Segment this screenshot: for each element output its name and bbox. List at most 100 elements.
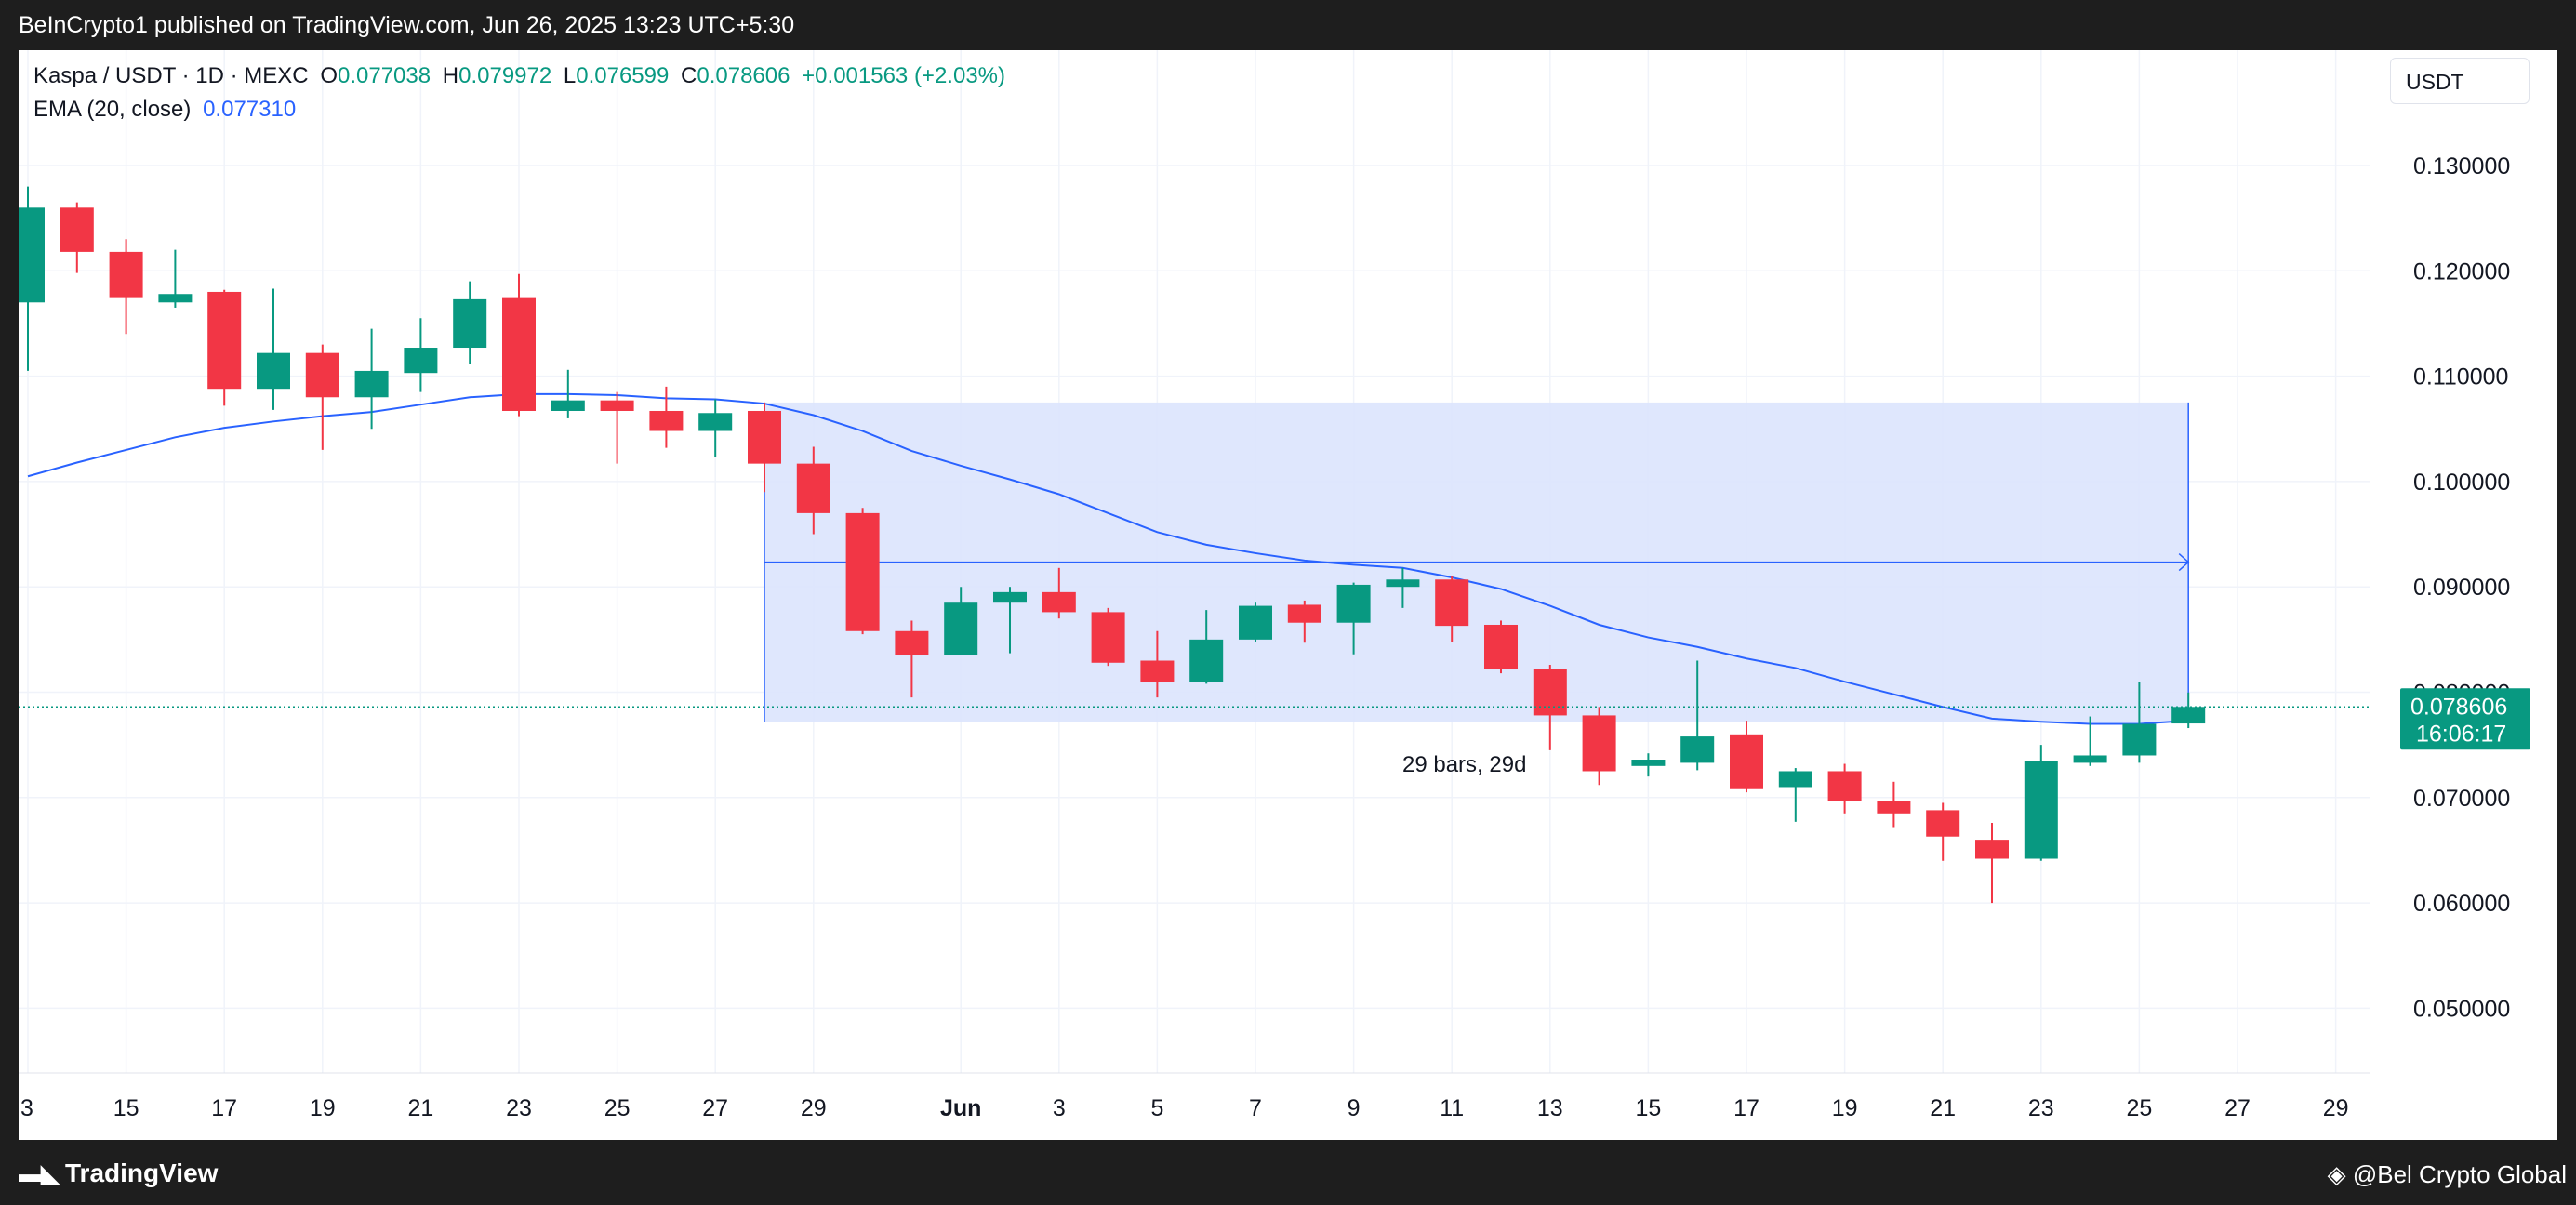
- brand-label: TradingView: [65, 1159, 219, 1187]
- tradingview-mark-icon: ▬◣: [19, 1159, 60, 1187]
- close-label: C: [681, 63, 697, 88]
- candle-body: [1336, 584, 1371, 623]
- candle-body: [1926, 810, 1960, 837]
- x-tick-label: 15: [1635, 1095, 1661, 1121]
- candle: [1287, 600, 1321, 643]
- candle: [748, 402, 781, 493]
- candle-body: [1975, 840, 2009, 859]
- candle: [1877, 781, 1911, 828]
- candle-body: [748, 410, 781, 464]
- tradingview-logo[interactable]: ▬◣ TradingView: [19, 1159, 218, 1188]
- candle-body: [698, 413, 733, 431]
- candle: [1926, 802, 1960, 861]
- candle-body: [649, 410, 684, 431]
- chart-area[interactable]: 29 bars, 29d 0.130000 0.120000 0.110000 0.1…: [19, 50, 2557, 1140]
- x-tick-label: 11: [1440, 1095, 1464, 1121]
- watermark-text: @Bel Crypto Global: [2352, 1160, 2567, 1188]
- ema-label: EMA (20, close): [33, 97, 192, 122]
- candle-body: [1287, 604, 1321, 623]
- open-value: 0.077038: [337, 63, 432, 88]
- candle: [354, 328, 389, 430]
- ema-line: [27, 392, 2189, 725]
- ema-layer: [27, 392, 2189, 725]
- candle: [1778, 768, 1812, 822]
- candle: [895, 620, 929, 698]
- candlestick-chart[interactable]: 29 bars, 29d 0.1300000.1200000.1100000.1…: [19, 50, 2557, 1140]
- candle: [305, 344, 339, 450]
- candle-body: [2024, 761, 2058, 859]
- candle: [257, 288, 290, 410]
- publisher-bar: BeInCrypto1 published on TradingView.com…: [0, 0, 2576, 50]
- candles-layer: [19, 186, 2206, 904]
- candle: [2024, 745, 2058, 861]
- candle-body: [600, 400, 634, 411]
- x-tick-label: 3: [20, 1095, 33, 1121]
- candle: [1582, 707, 1616, 786]
- change-value: +0.001563 (+2.03%): [802, 63, 1005, 88]
- candle-body: [502, 297, 536, 411]
- x-tick-label: 23: [2028, 1095, 2054, 1121]
- candle: [1336, 582, 1371, 655]
- candle-body: [1680, 736, 1715, 763]
- price-tag-value: 0.078606: [2410, 694, 2507, 720]
- y-tick-label: 0.100000: [2413, 470, 2510, 496]
- candle-body: [796, 463, 830, 513]
- candle: [502, 273, 536, 417]
- ema-legend[interactable]: EMA (20, close) 0.077310: [33, 97, 301, 123]
- candle: [1386, 567, 1420, 608]
- x-tick-label: 27: [702, 1095, 728, 1121]
- candle-body: [257, 352, 290, 390]
- candle-body: [2122, 723, 2157, 756]
- close-value: 0.078606: [697, 63, 790, 88]
- candle: [453, 281, 487, 364]
- candle-body: [354, 370, 389, 398]
- candle: [1827, 763, 1862, 814]
- range-label: 29 bars, 29d: [1402, 752, 1526, 777]
- symbol-label[interactable]: Kaspa / USDT · 1D · MEXC: [33, 63, 309, 88]
- candle-body: [207, 291, 242, 390]
- open-label: O: [320, 63, 338, 88]
- candle-body: [158, 294, 193, 303]
- candle: [207, 289, 242, 406]
- candle: [1435, 576, 1469, 642]
- published-text: BeInCrypto1 published on TradingView.com…: [19, 12, 795, 38]
- y-tick-label: 0.050000: [2413, 996, 2510, 1022]
- watermark: ◈ @Bel Crypto Global: [2328, 1160, 2567, 1189]
- high-label: H: [442, 63, 459, 88]
- low-value: 0.076599: [576, 63, 670, 88]
- x-tick-label: 21: [1930, 1095, 1956, 1121]
- price-tag: [2400, 688, 2530, 750]
- y-tick-label: 0.070000: [2413, 786, 2510, 812]
- candle-body: [109, 251, 143, 298]
- x-tick-label: 17: [211, 1095, 237, 1121]
- date-price-range: 29 bars, 29d: [764, 402, 2190, 777]
- candle: [649, 386, 684, 448]
- price-tag-countdown: 16:06:17: [2416, 721, 2506, 747]
- x-tick-label: 25: [604, 1095, 631, 1121]
- candle: [2122, 682, 2157, 763]
- x-tick-label: 25: [2126, 1095, 2152, 1121]
- x-tick-label: 29: [801, 1095, 827, 1121]
- x-tick-label: 27: [2224, 1095, 2251, 1121]
- candle-body: [1140, 660, 1175, 682]
- candle-body: [1091, 612, 1125, 663]
- candle-body: [453, 298, 487, 349]
- candle: [1975, 822, 2009, 904]
- candle: [1680, 660, 1715, 771]
- currency-button[interactable]: USDT: [2390, 58, 2530, 104]
- candle: [19, 186, 45, 371]
- candle-body: [1042, 591, 1076, 613]
- candle-body: [404, 348, 438, 374]
- x-tick-label: 9: [1348, 1095, 1361, 1121]
- candle-body: [993, 591, 1027, 603]
- candle: [1239, 602, 1272, 642]
- candle-body: [1435, 579, 1469, 627]
- candle: [60, 202, 94, 273]
- low-label: L: [563, 63, 577, 88]
- candle-body: [944, 602, 978, 655]
- ohlc-legend: Kaspa / USDT · 1D · MEXC O0.077038 H 0.07…: [33, 63, 1011, 89]
- candle: [993, 587, 1027, 654]
- x-tick-label: 5: [1150, 1095, 1163, 1121]
- candle: [600, 391, 634, 464]
- candle-body: [1778, 771, 1812, 788]
